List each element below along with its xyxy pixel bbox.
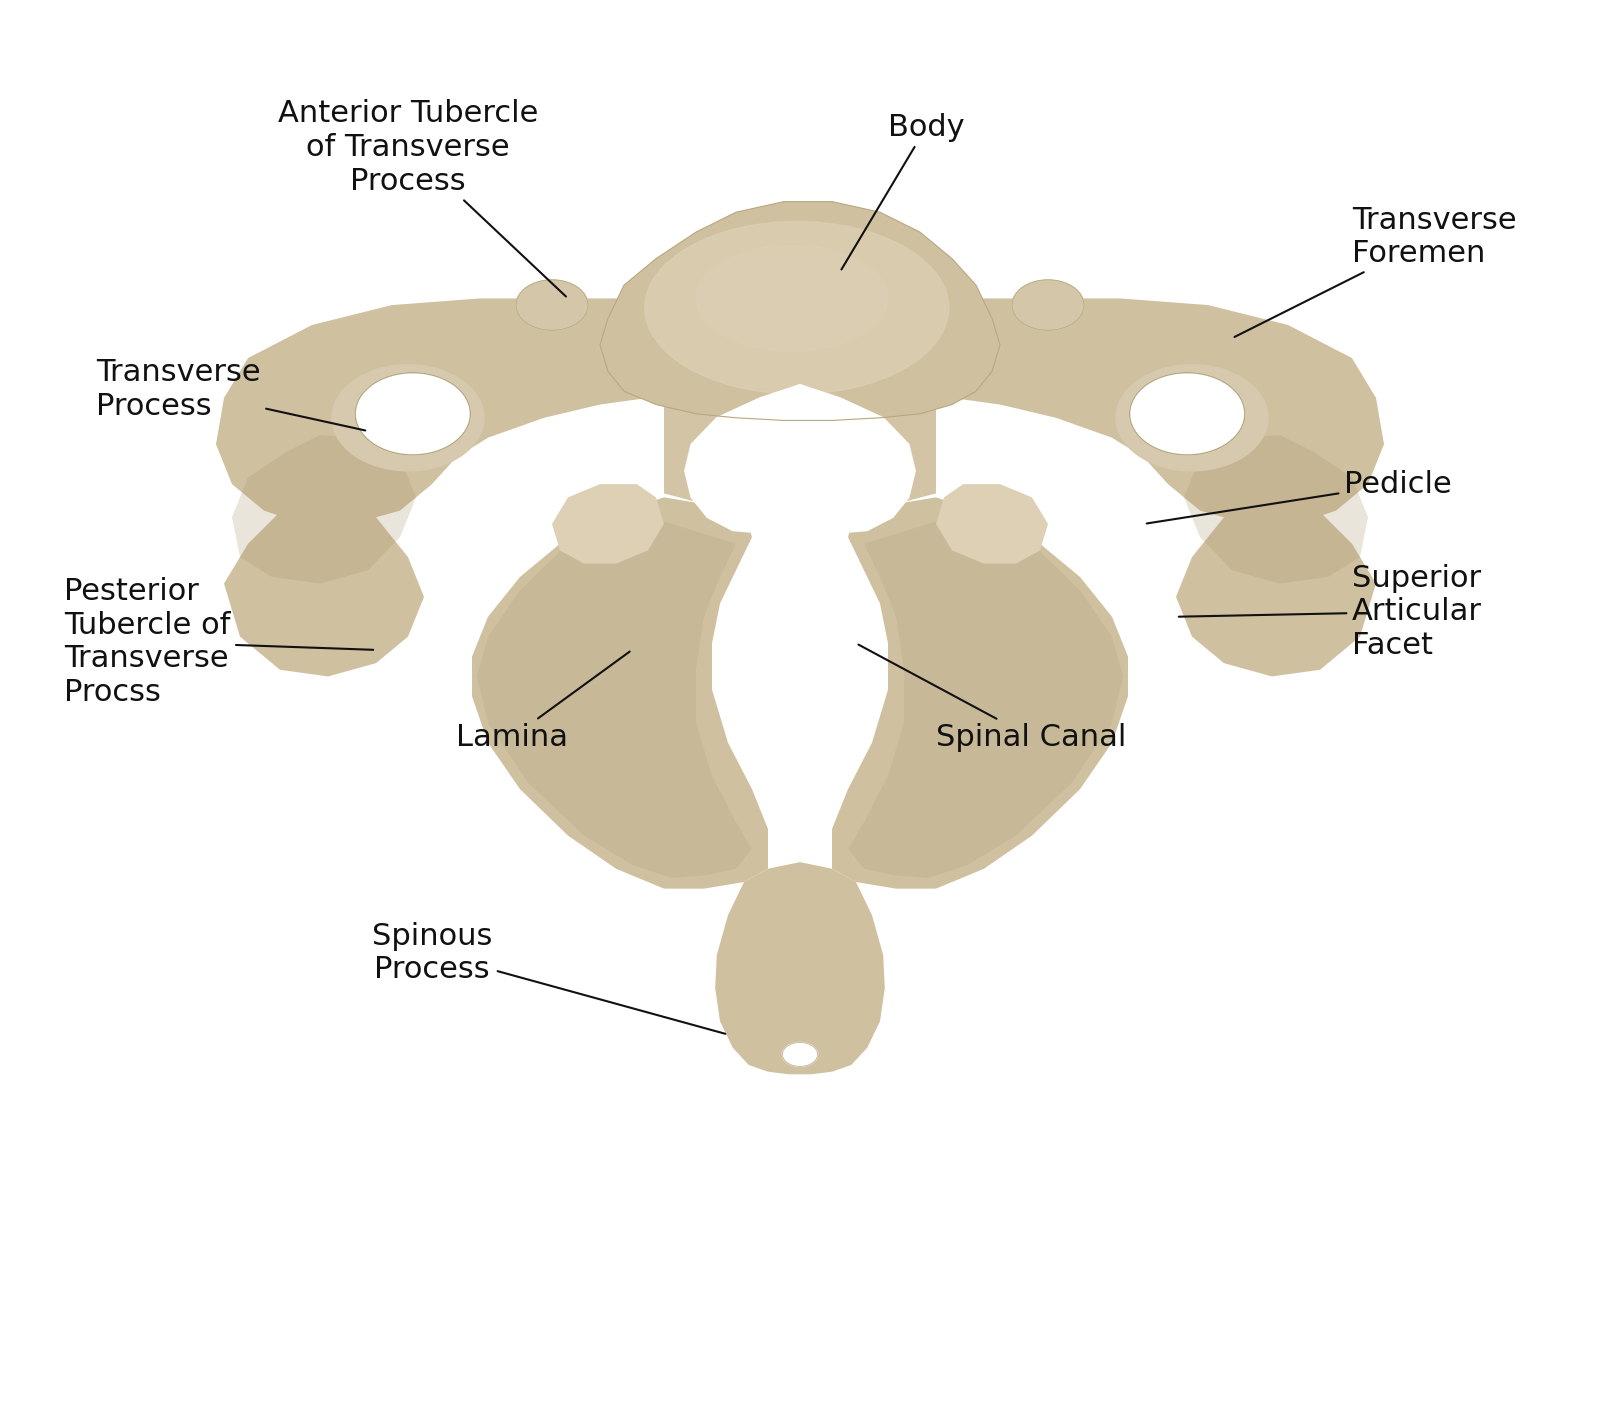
Text: Transverse
Process: Transverse Process [96, 358, 365, 431]
Polygon shape [477, 504, 752, 879]
Polygon shape [715, 862, 885, 1074]
Polygon shape [1184, 435, 1368, 583]
Polygon shape [1176, 491, 1376, 676]
Polygon shape [840, 338, 936, 504]
Ellipse shape [696, 245, 888, 352]
Text: Anterior Tubercle
of Transverse
Process: Anterior Tubercle of Transverse Process [278, 100, 566, 297]
Polygon shape [552, 484, 664, 563]
Ellipse shape [1117, 365, 1267, 470]
Text: Pesterior
Tubercle of
Transverse
Procss: Pesterior Tubercle of Transverse Procss [64, 577, 373, 707]
Ellipse shape [1130, 373, 1245, 455]
Polygon shape [472, 497, 768, 888]
Polygon shape [685, 384, 915, 534]
Text: Superior
Articular
Facet: Superior Articular Facet [1179, 563, 1482, 660]
Ellipse shape [782, 1042, 818, 1066]
Ellipse shape [515, 280, 589, 331]
Text: Transverse
Foremen: Transverse Foremen [1235, 206, 1517, 337]
Polygon shape [224, 491, 424, 676]
Text: Pedicle: Pedicle [1147, 470, 1451, 524]
Polygon shape [832, 497, 1128, 888]
Text: Spinous
Process: Spinous Process [371, 922, 725, 1033]
Polygon shape [936, 484, 1048, 563]
Polygon shape [920, 298, 1384, 524]
Text: Lamina: Lamina [456, 652, 630, 752]
Text: dreamstime.com: dreamstime.com [19, 1354, 219, 1380]
Ellipse shape [355, 373, 470, 455]
Ellipse shape [333, 365, 483, 470]
Polygon shape [848, 504, 1123, 879]
Text: Spinal Canal: Spinal Canal [859, 645, 1126, 752]
Text: Body: Body [842, 113, 965, 269]
Polygon shape [664, 338, 760, 504]
Ellipse shape [1013, 280, 1085, 331]
Polygon shape [232, 435, 416, 583]
Text: ID 64435864 © Amphetamine500mg: ID 64435864 © Amphetamine500mg [1139, 1354, 1581, 1380]
Ellipse shape [645, 221, 949, 394]
Polygon shape [216, 298, 680, 524]
Polygon shape [600, 201, 1000, 421]
